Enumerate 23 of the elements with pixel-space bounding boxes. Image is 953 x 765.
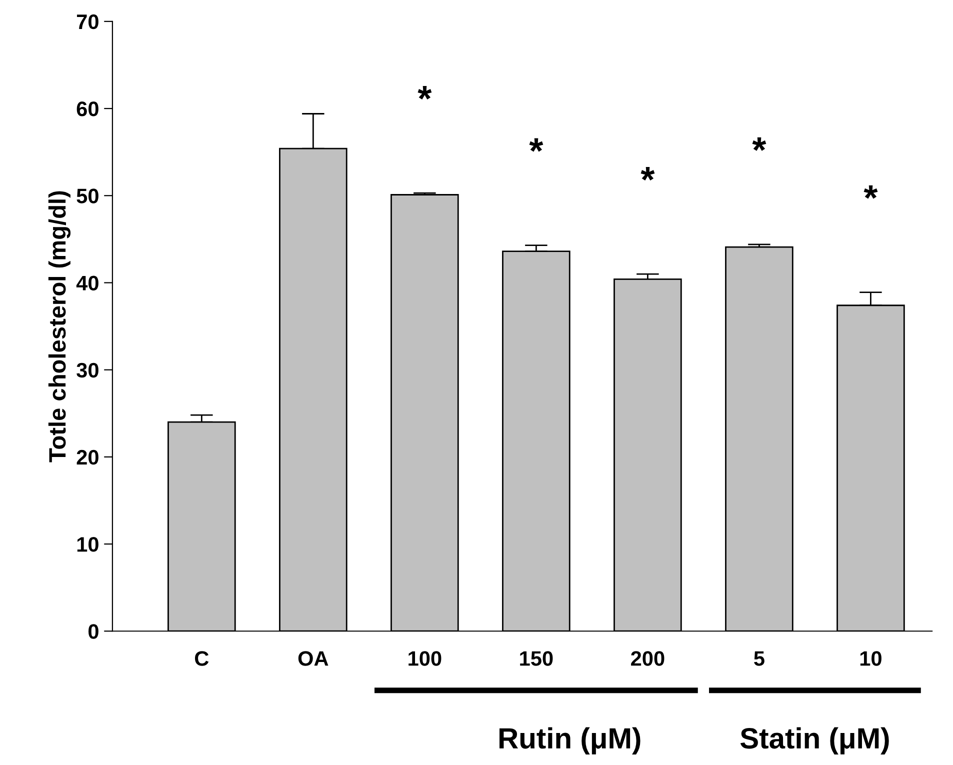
annotation: * bbox=[529, 138, 544, 152]
y-tick-label: 0 bbox=[88, 624, 98, 639]
y-tick-label: 50 bbox=[76, 188, 98, 204]
x-tick-label: 5 bbox=[754, 651, 764, 666]
x-tick-label: 150 bbox=[520, 651, 553, 666]
y-tick-label: 60 bbox=[76, 102, 98, 116]
x-tick-label: 200 bbox=[631, 651, 664, 666]
y-tick-label: 30 bbox=[76, 362, 98, 378]
x-tick-label: OA bbox=[298, 651, 328, 666]
annotation: * bbox=[640, 167, 655, 180]
x-tick-label: 10 bbox=[860, 651, 882, 666]
y-tick-label: 40 bbox=[76, 276, 98, 290]
x-tick-label: C bbox=[194, 651, 209, 666]
y-axis-title: Totle cholesterol (mg/dl) bbox=[48, 191, 71, 462]
text: Statin (μM) bbox=[740, 727, 889, 754]
annotation: * bbox=[864, 185, 878, 199]
annotation: * bbox=[418, 86, 432, 100]
x-tick-label: 100 bbox=[408, 651, 442, 666]
y-tick-label: 10 bbox=[77, 537, 98, 552]
y-tick-label: 20 bbox=[76, 450, 98, 465]
y-tick-label: 70 bbox=[76, 14, 98, 30]
annotation: * bbox=[752, 137, 766, 151]
text: Rutin (μM) bbox=[500, 727, 640, 754]
